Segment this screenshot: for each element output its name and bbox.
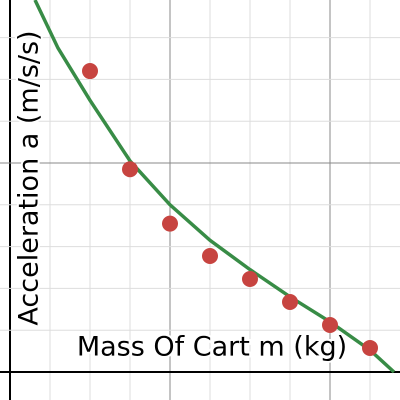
data-point: [282, 293, 298, 310]
data-point: [242, 270, 258, 287]
data-point: [82, 63, 98, 80]
x-axis-label: Mass Of Cart m (kg): [77, 332, 347, 363]
data-point: [162, 215, 178, 232]
data-point: [322, 316, 338, 333]
data-point: [202, 248, 218, 265]
y-axis-label: Acceleration a (m/s/s): [14, 30, 45, 325]
data-point: [122, 161, 138, 178]
plot-area: [33, 0, 396, 374]
fit-curve: [33, 0, 396, 374]
data-point: [362, 339, 378, 356]
